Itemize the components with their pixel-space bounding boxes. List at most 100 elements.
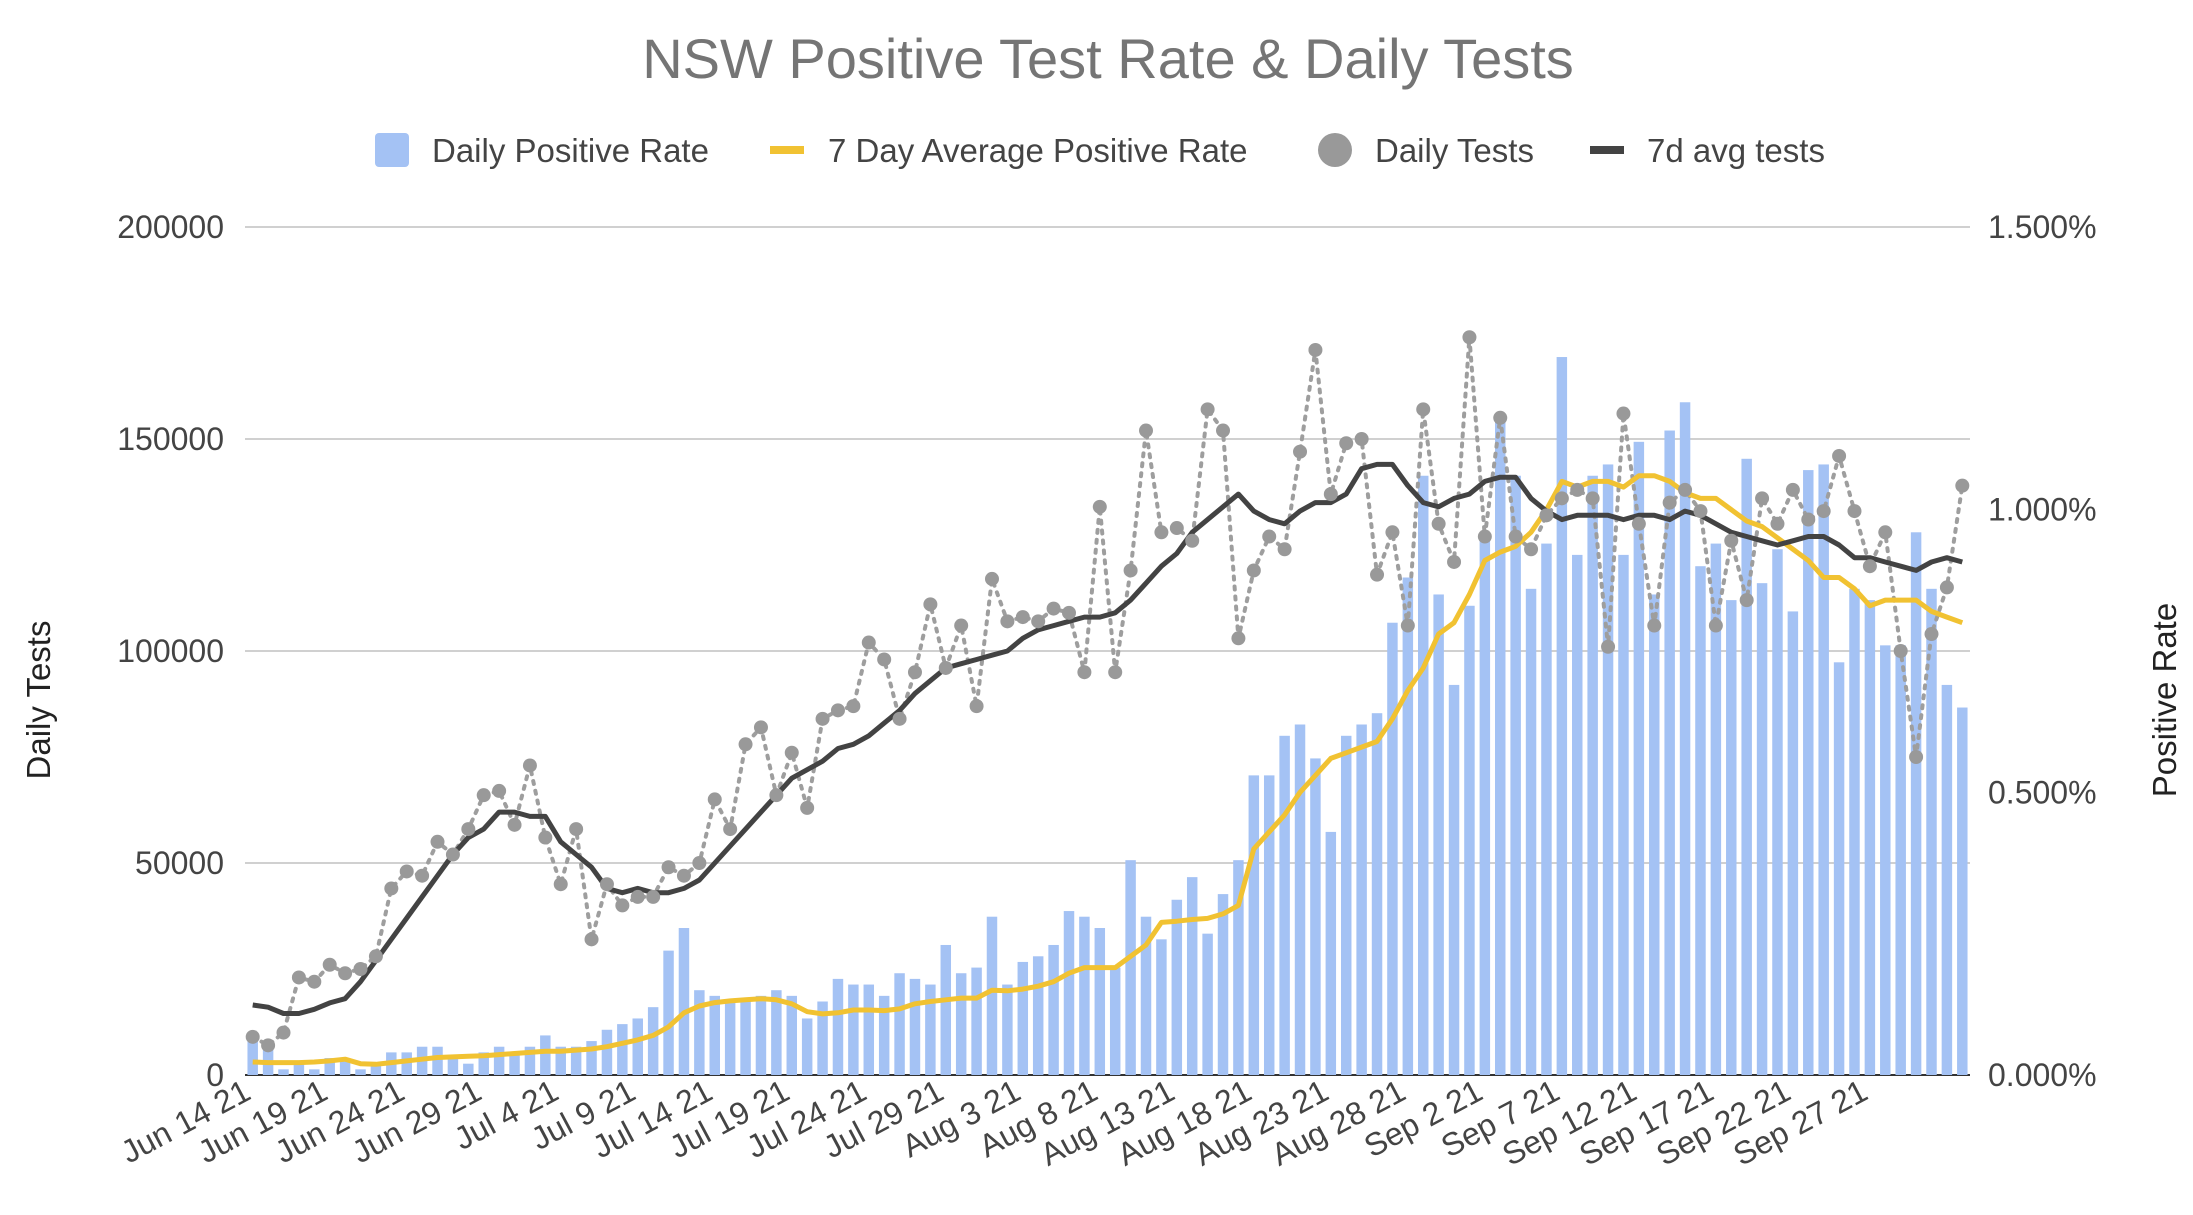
point bbox=[1308, 342, 1323, 357]
bar bbox=[647, 1007, 659, 1075]
bar bbox=[1649, 594, 1660, 1075]
point bbox=[276, 1025, 291, 1040]
bar bbox=[1726, 600, 1737, 1075]
bar bbox=[1710, 543, 1722, 1075]
point bbox=[1616, 406, 1631, 421]
point bbox=[1416, 402, 1431, 417]
point bbox=[1000, 614, 1015, 629]
point bbox=[1061, 605, 1076, 620]
point bbox=[1123, 563, 1138, 578]
point bbox=[646, 889, 661, 904]
bar bbox=[1263, 775, 1275, 1075]
bar bbox=[463, 1063, 474, 1075]
bar bbox=[1402, 577, 1414, 1075]
point bbox=[1508, 529, 1523, 544]
bar bbox=[1048, 944, 1059, 1075]
bar bbox=[771, 990, 782, 1075]
point bbox=[1785, 482, 1800, 497]
bar bbox=[524, 1046, 536, 1075]
bar bbox=[1772, 549, 1783, 1075]
bar bbox=[1957, 707, 1968, 1075]
point bbox=[692, 856, 707, 870]
bar bbox=[1217, 894, 1229, 1075]
line-7-day-average-positive-rate bbox=[252, 473, 1964, 1067]
bar bbox=[1279, 735, 1290, 1075]
bar bbox=[1294, 724, 1306, 1075]
y-tick-label-right: 0.000% bbox=[1988, 1057, 2097, 1093]
bar bbox=[632, 1018, 643, 1075]
bar bbox=[1310, 758, 1321, 1075]
bar bbox=[1356, 724, 1367, 1075]
bar bbox=[1618, 554, 1629, 1075]
bar bbox=[848, 984, 859, 1075]
point bbox=[969, 699, 984, 714]
bar bbox=[278, 1069, 289, 1075]
bar bbox=[1448, 684, 1460, 1075]
bar bbox=[1803, 470, 1814, 1075]
point bbox=[1708, 618, 1723, 633]
bar bbox=[1849, 588, 1860, 1075]
point bbox=[569, 822, 584, 837]
bar bbox=[694, 990, 705, 1075]
bar bbox=[1495, 419, 1506, 1075]
point bbox=[245, 1029, 260, 1044]
bar bbox=[1248, 775, 1260, 1075]
bar bbox=[832, 978, 844, 1075]
line-7d-avg-tests bbox=[252, 461, 1963, 1016]
point bbox=[291, 970, 306, 985]
bar bbox=[509, 1052, 520, 1075]
point bbox=[1924, 627, 1939, 642]
bar bbox=[724, 1001, 736, 1075]
point bbox=[1431, 516, 1446, 531]
bar bbox=[1510, 475, 1521, 1075]
point bbox=[1339, 436, 1354, 451]
point bbox=[1678, 482, 1693, 497]
point bbox=[1909, 750, 1924, 764]
bar bbox=[1171, 899, 1183, 1075]
legend: Daily Positive Rate 7 Day Average Positi… bbox=[375, 132, 1825, 169]
point bbox=[445, 847, 460, 862]
point bbox=[1939, 580, 1954, 595]
y-tick-label-left: 50000 bbox=[135, 845, 224, 881]
bar bbox=[663, 950, 674, 1075]
bar bbox=[447, 1058, 459, 1075]
point bbox=[707, 792, 722, 807]
bar bbox=[1756, 583, 1768, 1075]
bar bbox=[817, 1001, 828, 1075]
y-tick-label-right: 1.000% bbox=[1988, 492, 2097, 528]
y-axis-left-label: Daily Tests bbox=[20, 621, 57, 780]
point bbox=[954, 618, 969, 633]
y-axis-right-label: Positive Rate bbox=[2146, 603, 2183, 797]
point bbox=[1385, 525, 1400, 540]
bar bbox=[1895, 645, 1906, 1075]
point bbox=[1447, 554, 1462, 569]
bar bbox=[863, 984, 875, 1075]
point bbox=[1955, 478, 1970, 493]
point bbox=[1092, 499, 1107, 514]
point bbox=[923, 597, 938, 612]
point bbox=[1185, 533, 1200, 548]
point bbox=[1015, 610, 1030, 625]
bar bbox=[1479, 537, 1491, 1075]
point bbox=[1277, 542, 1292, 557]
point bbox=[1323, 487, 1338, 502]
point bbox=[1862, 559, 1877, 574]
legend-swatch-7-day-average-positive-rate bbox=[770, 146, 804, 154]
point bbox=[630, 889, 645, 904]
point bbox=[877, 652, 892, 667]
bar bbox=[247, 1035, 258, 1075]
bar bbox=[1525, 588, 1537, 1075]
bar bbox=[986, 916, 998, 1075]
bar bbox=[1140, 916, 1152, 1075]
bar bbox=[1787, 611, 1799, 1075]
point bbox=[353, 962, 368, 976]
point bbox=[861, 635, 876, 650]
point bbox=[615, 898, 630, 913]
bar bbox=[971, 967, 982, 1075]
bar bbox=[355, 1069, 366, 1075]
point bbox=[261, 1038, 276, 1053]
bar bbox=[925, 984, 936, 1075]
point bbox=[1816, 504, 1831, 519]
bar bbox=[955, 973, 967, 1075]
